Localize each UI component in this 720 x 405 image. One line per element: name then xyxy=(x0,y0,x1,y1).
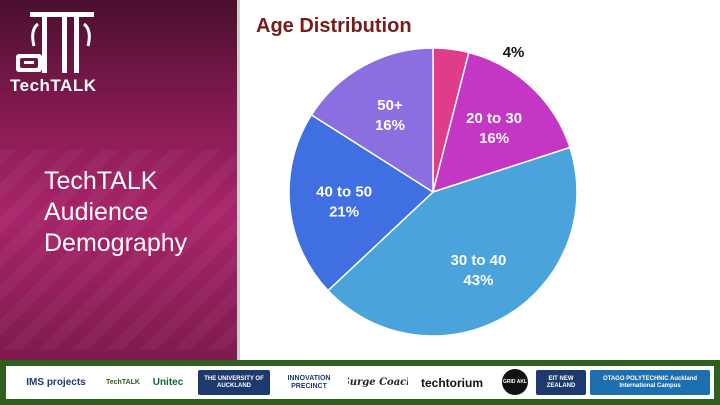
title-panel xyxy=(0,0,237,360)
slice-label-3: 40 to 50 xyxy=(316,183,372,200)
deck-title-line-1: TechTALK xyxy=(44,167,158,195)
chart-title: Age Distribution xyxy=(256,15,412,37)
slice-value-2: 43% xyxy=(463,272,493,289)
brand-logo-text: TechTALK xyxy=(10,76,97,95)
slice-label-1: 20 to 30 xyxy=(466,110,522,127)
panel-divider xyxy=(237,0,240,360)
sponsor-strip: IMS projects TechTALK Unitec THE UNIVERS… xyxy=(6,366,714,399)
slice-value-4: 16% xyxy=(375,117,405,134)
slice-value-3: 21% xyxy=(329,203,359,220)
slice-label-2: 30 to 40 xyxy=(451,252,507,269)
deck-title: TechTALK Audience Demography xyxy=(44,166,187,259)
sponsor-logo: Unitec xyxy=(152,377,184,388)
pie-slice-4 xyxy=(310,47,434,194)
sponsor-logo: INNOVATION PRECINCT xyxy=(287,374,331,390)
sponsor-logo: TechTALK xyxy=(106,379,140,386)
pie-slice-3 xyxy=(288,113,435,292)
slice-label-0: 20 & less xyxy=(481,40,546,41)
sponsor-logo: IMS projects xyxy=(26,377,86,388)
deck-title-line-2: Audience xyxy=(44,198,149,226)
sponsor-logo: OTAGO POLYTECHNIC Auckland International… xyxy=(590,370,710,395)
pie-slice-2 xyxy=(326,146,578,337)
pie-slice-1 xyxy=(431,51,571,194)
sponsor-logo: Surge Coach xyxy=(348,377,408,388)
techtalk-logo-icon xyxy=(16,12,94,73)
slice-label-4: 50+ xyxy=(377,97,403,114)
slice-value-1: 16% xyxy=(479,130,509,147)
slice-value-0: 4% xyxy=(503,44,525,61)
sponsor-logo: techtorium xyxy=(420,375,483,390)
pie-chart: 20 & less 4% 20 to 30 16% 30 to 40 43% 40 to 5… xyxy=(288,40,578,337)
sponsor-footer: IMS projects TechTALK Unitec THE UNIVERS… xyxy=(0,360,720,405)
sponsor-logo: THE UNIVERSITY OF AUCKLAND xyxy=(198,370,270,395)
deck-title-line-3: Demography xyxy=(44,229,188,257)
sponsor-logo: GRID AKL xyxy=(502,369,528,395)
sponsor-logo: EIT NEW ZEALAND xyxy=(536,370,586,395)
